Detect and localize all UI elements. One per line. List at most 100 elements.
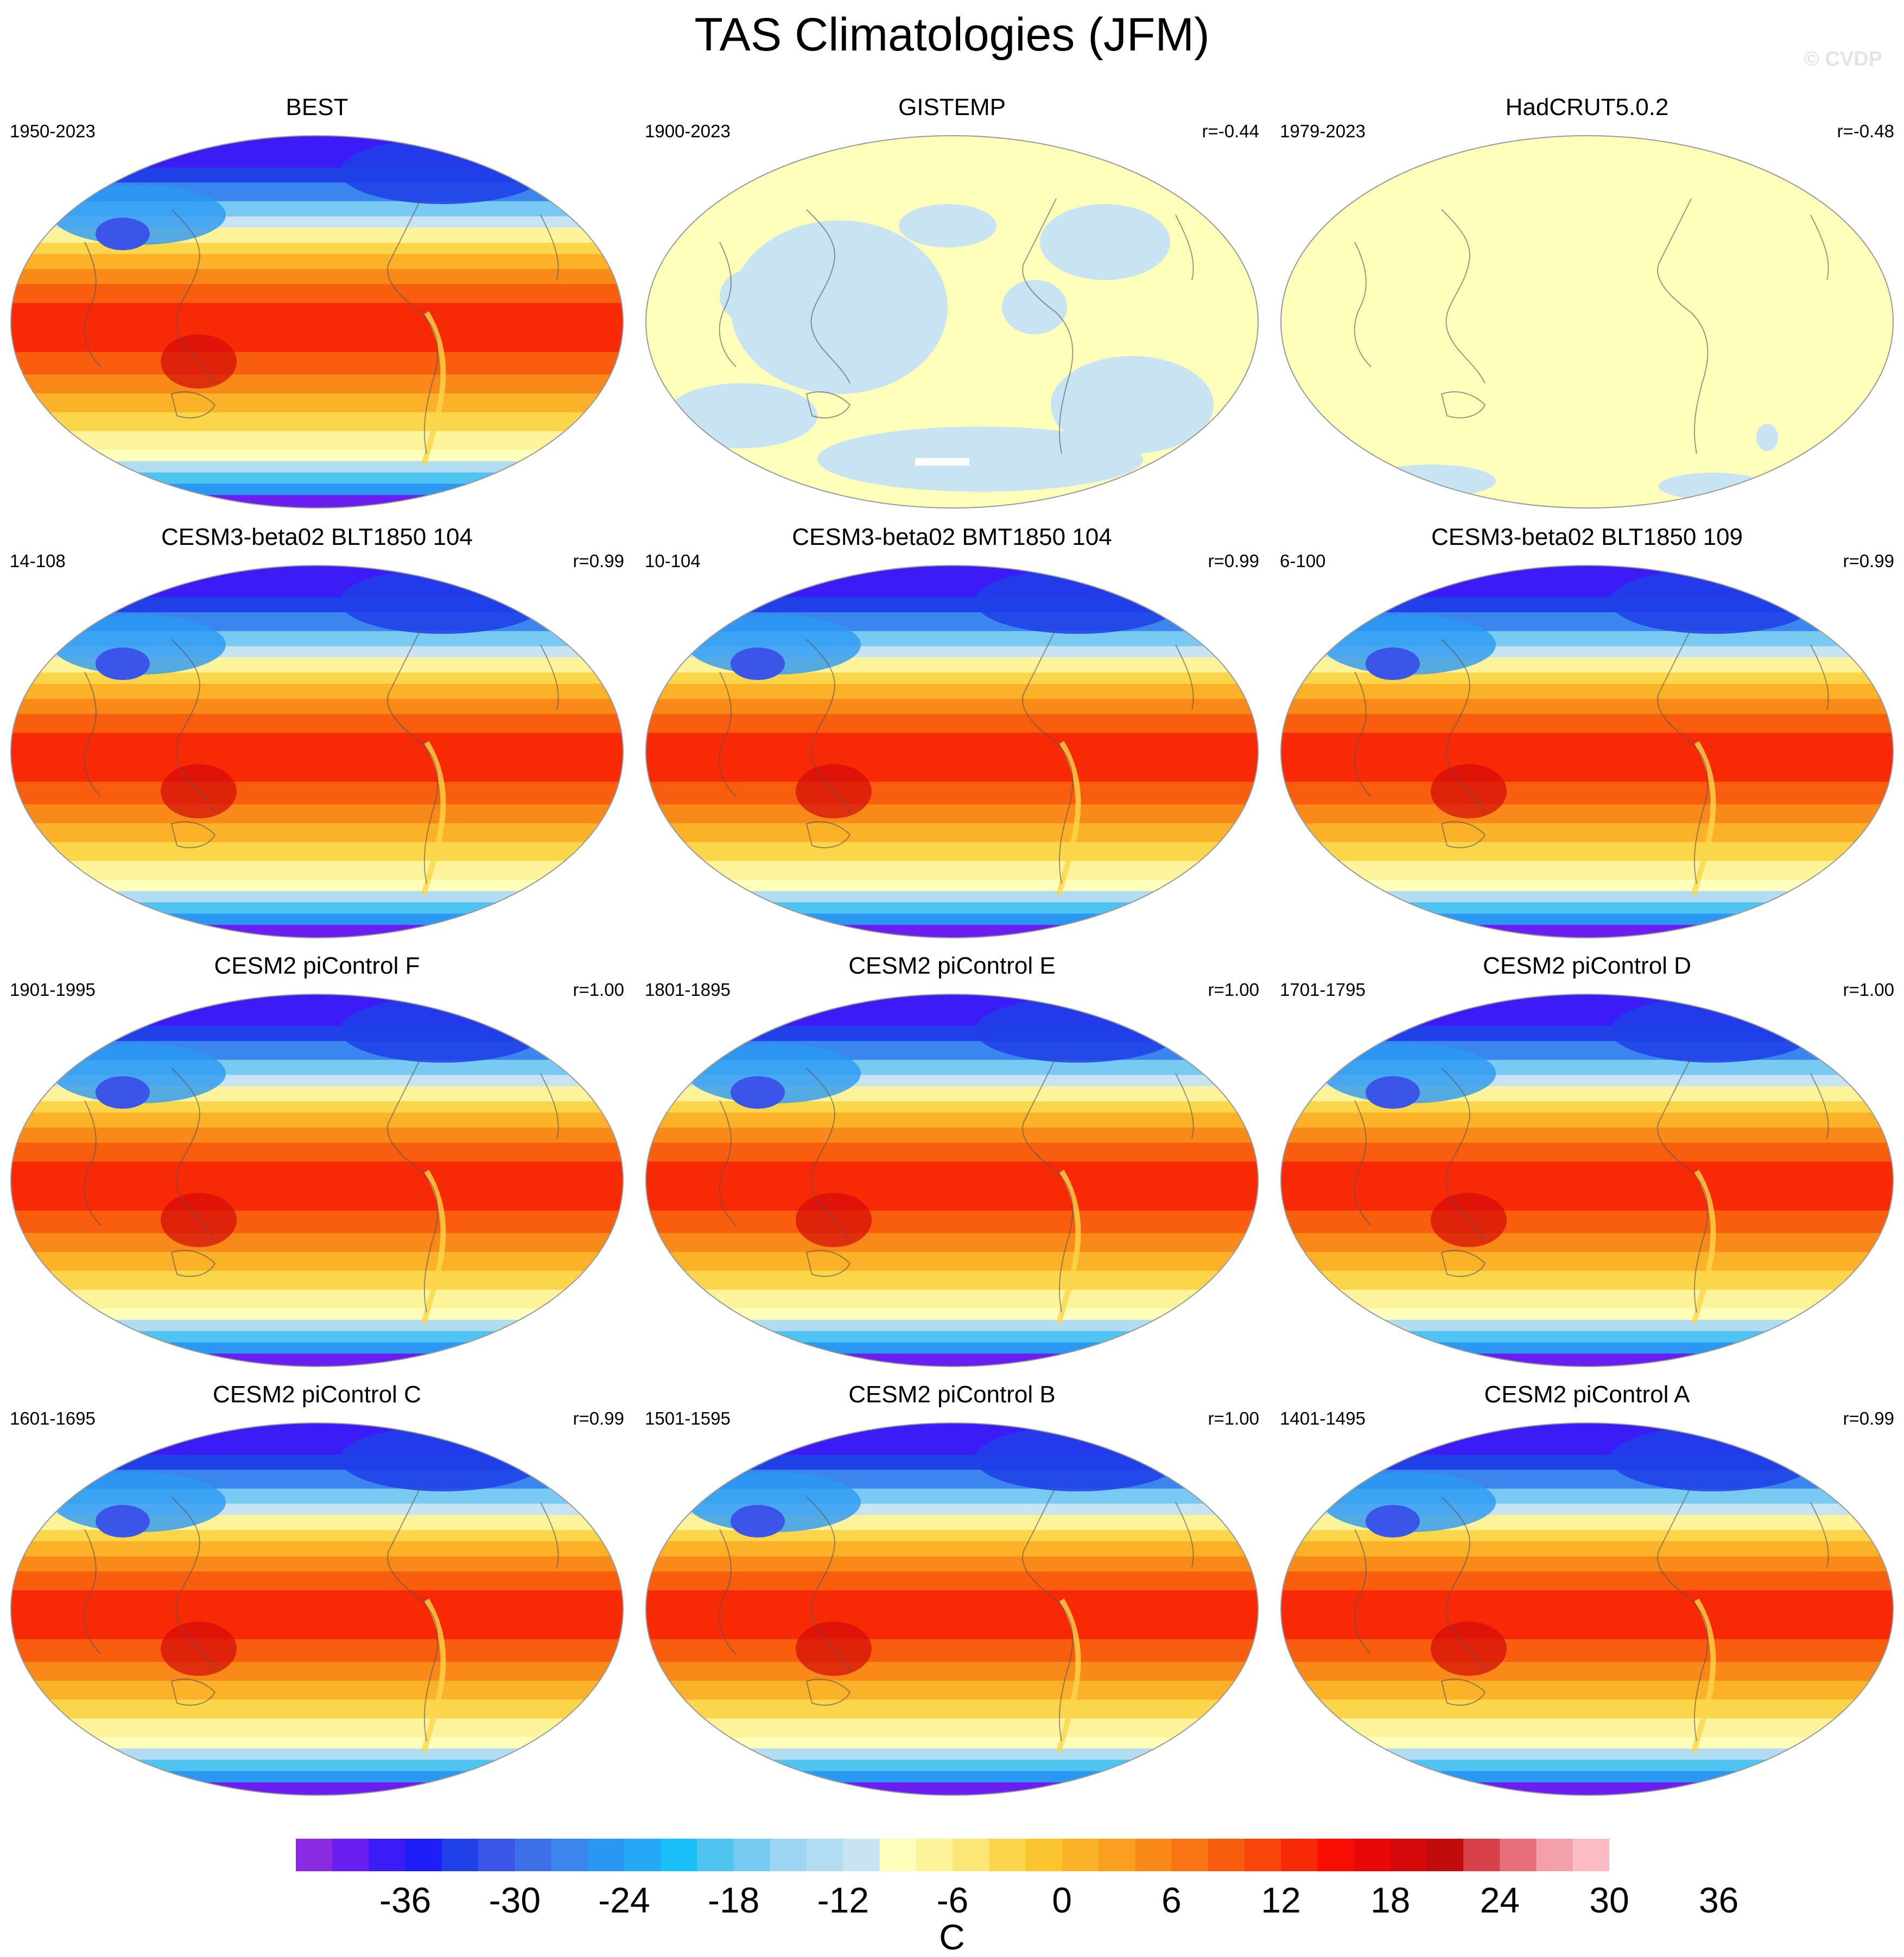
temperature-band bbox=[646, 1737, 1258, 1749]
coastline-2 bbox=[1354, 1529, 1372, 1655]
temperature-band bbox=[646, 1541, 1258, 1557]
colorbar-swatch bbox=[916, 1839, 953, 1871]
panel-period: 6-100 bbox=[1280, 551, 1326, 571]
coastline-3 bbox=[1810, 644, 1829, 710]
coastline-4 bbox=[1440, 1679, 1486, 1706]
colorbar-tick-label: 0 bbox=[1052, 1880, 1072, 1920]
siberia-cold-region bbox=[687, 1044, 861, 1103]
coastline-0 bbox=[1441, 639, 1486, 814]
colorbar: -36 -30 -24 -18 -12 -6 0 6 12 18 24 30 36 C bbox=[0, 1829, 1904, 1956]
map-outline bbox=[645, 565, 1259, 938]
colorbar-swatch bbox=[624, 1839, 661, 1871]
colorbar-swatch bbox=[770, 1839, 807, 1871]
temperature-band bbox=[11, 1699, 623, 1719]
watermark-text: © CVDP bbox=[1804, 48, 1882, 71]
temperature-band bbox=[1281, 880, 1893, 892]
coastline-0 bbox=[171, 1068, 215, 1242]
andes-cool-ridge bbox=[1056, 741, 1081, 895]
panel-correlation: r=0.99 bbox=[1843, 1408, 1895, 1428]
temperature-band bbox=[11, 698, 623, 715]
siberia-cold-region bbox=[687, 1472, 861, 1532]
cool-anomaly-region-0 bbox=[731, 220, 948, 394]
map-outline bbox=[1280, 994, 1894, 1367]
near-zero-background bbox=[1281, 136, 1893, 508]
temperature-band bbox=[11, 902, 623, 914]
panel-correlation: r=-0.48 bbox=[1837, 121, 1894, 141]
colorbar-swatch bbox=[1426, 1839, 1464, 1871]
temperature-band bbox=[646, 1251, 1258, 1272]
temperature-band bbox=[1281, 1759, 1893, 1772]
temperature-band bbox=[11, 254, 623, 270]
colorbar-swatch bbox=[661, 1839, 698, 1871]
coastline-2 bbox=[719, 1100, 737, 1226]
temperature-band bbox=[1281, 566, 1893, 598]
panel-title: GISTEMP bbox=[898, 94, 1006, 120]
temperature-band bbox=[1281, 823, 1893, 843]
north-america-cold-region bbox=[975, 569, 1181, 634]
temperature-band bbox=[1281, 597, 1893, 613]
north-america-cold-region bbox=[1610, 997, 1816, 1063]
colorbar-tick-label: -36 bbox=[379, 1880, 431, 1920]
cool-anomaly-region-7 bbox=[1002, 280, 1067, 334]
coastline-2 bbox=[719, 242, 737, 367]
panel-correlation: r=1.00 bbox=[1208, 1408, 1260, 1428]
temperature-band bbox=[11, 269, 623, 285]
colorbar-swatch bbox=[697, 1839, 734, 1871]
colorbar-tick-labels: -36 -30 -24 -18 -12 -6 0 6 12 18 24 30 36 bbox=[0, 1881, 1904, 1924]
cool-anomaly-region-4 bbox=[1051, 356, 1214, 454]
coastline-3 bbox=[540, 1502, 559, 1568]
temperature-band bbox=[646, 1759, 1258, 1772]
map-outline bbox=[1280, 1422, 1894, 1796]
tibet-cold-region bbox=[1366, 1076, 1420, 1109]
temperature-band bbox=[11, 1556, 623, 1572]
andes-cool-ridge bbox=[1691, 1170, 1716, 1324]
coastline-3 bbox=[1175, 644, 1194, 710]
temperature-band bbox=[1281, 1423, 1893, 1456]
coastline-3 bbox=[1810, 214, 1829, 281]
temperature-band bbox=[646, 1026, 1258, 1042]
temperature-band bbox=[1281, 1662, 1893, 1681]
temperature-band bbox=[11, 1233, 623, 1253]
tibet-cold-region bbox=[96, 218, 150, 250]
colorbar-tick-label: -18 bbox=[707, 1880, 760, 1920]
temperature-band bbox=[11, 1748, 623, 1761]
colorbar-swatch bbox=[1135, 1839, 1172, 1871]
andes-cool-ridge bbox=[1056, 1170, 1081, 1324]
temperature-band bbox=[11, 352, 623, 376]
temperature-band bbox=[11, 136, 623, 168]
temperature-band bbox=[11, 412, 623, 432]
temperature-band bbox=[646, 714, 1258, 734]
colorbar-swatch bbox=[807, 1839, 843, 1871]
coastline-4 bbox=[170, 391, 216, 418]
temperature-band bbox=[11, 1639, 623, 1663]
tibet-cold-region bbox=[96, 1076, 150, 1109]
colorbar-swatch bbox=[515, 1839, 552, 1871]
coastline-3 bbox=[1175, 1073, 1194, 1139]
colorbar-tick-label: 30 bbox=[1589, 1880, 1629, 1920]
coastline-3 bbox=[1810, 1073, 1829, 1139]
cool-anomaly-region-1 bbox=[899, 204, 997, 247]
coastline-3 bbox=[1175, 214, 1194, 281]
temperature-band bbox=[646, 781, 1258, 805]
temperature-band bbox=[1281, 1161, 1893, 1211]
panel-title: CESM3-beta02 BLT1850 104 bbox=[161, 524, 473, 550]
panel-period: 1901-1995 bbox=[10, 980, 96, 1000]
panel-title: CESM2 piControl D bbox=[1483, 952, 1691, 979]
map-fill bbox=[1281, 136, 1893, 508]
temperature-band bbox=[646, 913, 1258, 926]
map-svg bbox=[645, 994, 1259, 1367]
coastline-3 bbox=[540, 214, 559, 281]
temperature-band bbox=[11, 284, 623, 304]
map-svg bbox=[645, 565, 1259, 938]
temperature-band bbox=[646, 1662, 1258, 1681]
coastline-0 bbox=[1441, 209, 1486, 384]
temperature-band bbox=[646, 1639, 1258, 1663]
temperature-band bbox=[1281, 1737, 1893, 1749]
map-outline bbox=[10, 135, 624, 509]
temperature-band bbox=[1281, 1748, 1893, 1761]
temperature-band bbox=[11, 733, 623, 783]
panel-correlation: r=0.99 bbox=[573, 1408, 625, 1428]
colorbar-swatch bbox=[332, 1839, 370, 1871]
coastline-2 bbox=[1354, 1100, 1372, 1226]
temperature-band bbox=[11, 994, 623, 1027]
